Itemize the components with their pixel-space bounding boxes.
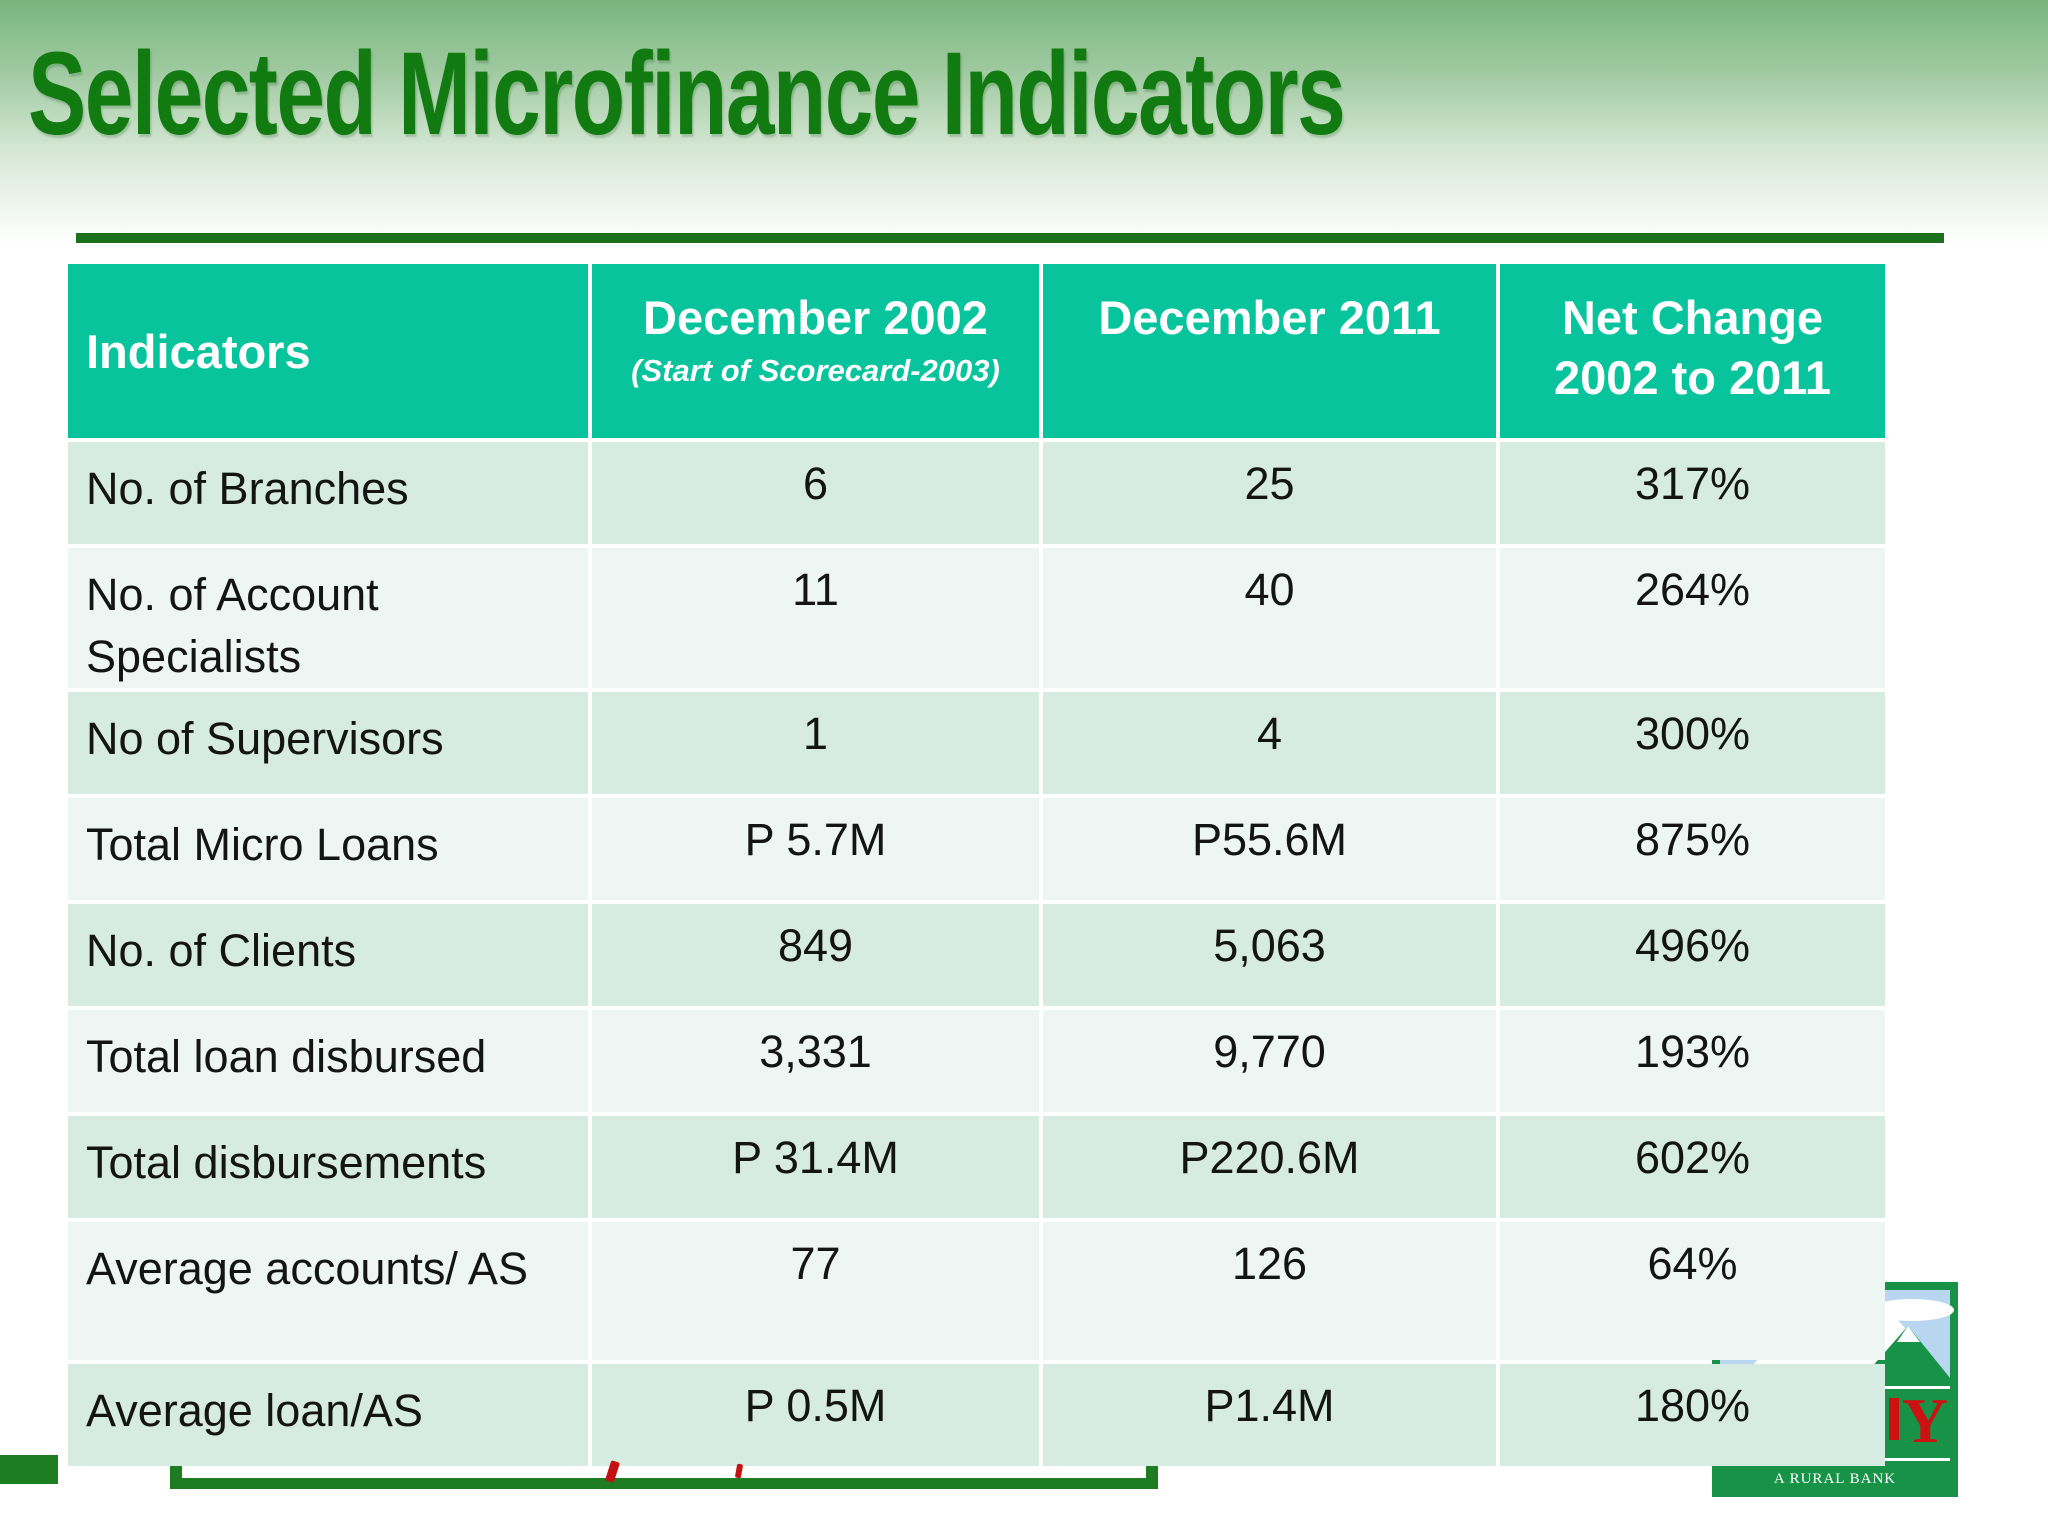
logo-red-letter: Y	[1902, 1385, 1948, 1456]
table-row: Total loan disbursed 3,331 9,770 193%	[68, 1010, 1885, 1113]
dec2002-cell: P 0.5M	[592, 1364, 1039, 1467]
dec2011-cell: 4	[1043, 692, 1496, 795]
header-december-2002-line2: (Start of Scorecard-2003)	[631, 353, 1000, 389]
table-row: No of Supervisors 1 4 300%	[68, 692, 1885, 795]
dec2011-cell: 126	[1043, 1222, 1496, 1361]
dec2002-cell: 3,331	[592, 1010, 1039, 1113]
header-net-change-line2: 2002 to 2011	[1554, 351, 1831, 405]
indicator-cell: Total Micro Loans	[68, 798, 588, 901]
netchange-cell: 875%	[1500, 798, 1885, 901]
indicator-cell: No of Supervisors	[68, 692, 588, 795]
netchange-cell: 264%	[1500, 548, 1885, 689]
page-title: Selected Microfinance Indicators	[28, 28, 1346, 160]
table-row: Average loan/AS P 0.5M P1.4M 180%	[68, 1364, 1885, 1467]
title-gradient-band	[0, 0, 2048, 252]
indicator-cell: Total disbursements	[68, 1116, 588, 1219]
table-row: Average accounts/ AS 77 126 64%	[68, 1222, 1885, 1361]
dec2002-cell: 6	[592, 442, 1039, 544]
table-row: No. of Clients 849 5,063 496%	[68, 904, 1885, 1007]
dec2002-cell: 1	[592, 692, 1039, 795]
header-net-change: Net Change 2002 to 2011	[1500, 264, 1885, 438]
table-row: Total Micro Loans P 5.7M P55.6M 875%	[68, 798, 1885, 901]
netchange-cell: 64%	[1500, 1222, 1885, 1361]
dec2002-cell: 77	[592, 1222, 1039, 1361]
netchange-cell: 180%	[1500, 1364, 1885, 1467]
dec2011-cell: P220.6M	[1043, 1116, 1496, 1219]
dec2011-cell: 9,770	[1043, 1010, 1496, 1113]
logo-caption: A RURAL BANK	[1774, 1471, 1896, 1487]
indicators-table: Indicators December 2002 (Start of Score…	[64, 260, 1889, 1470]
netchange-cell: 193%	[1500, 1010, 1885, 1113]
indicator-cell: Average accounts/ AS	[68, 1222, 588, 1361]
header-december-2002: December 2002 (Start of Scorecard-2003)	[592, 264, 1039, 438]
red-text-fragment	[734, 1463, 744, 1479]
table-header-row: Indicators December 2002 (Start of Score…	[68, 264, 1885, 438]
dec2011-cell: 5,063	[1043, 904, 1496, 1007]
indicator-cell: No. of Account Specialists	[68, 548, 588, 689]
header-indicators: Indicators	[68, 264, 588, 438]
logo-partial-letter	[1889, 1398, 1899, 1440]
indicator-cell: Average loan/AS	[68, 1364, 588, 1467]
header-december-2011: December 2011	[1043, 264, 1496, 438]
header-net-change-line1: Net Change	[1561, 291, 1824, 344]
indicator-cell: No. of Clients	[68, 904, 588, 1007]
dec2011-cell: 40	[1043, 548, 1496, 689]
table-row: No. of Branches 6 25 317%	[68, 442, 1885, 544]
netchange-cell: 317%	[1500, 442, 1885, 544]
snow-cap-graphic	[1897, 1326, 1920, 1342]
netchange-cell: 602%	[1500, 1116, 1885, 1219]
title-underline-rule	[76, 233, 1944, 243]
indicator-cell: No. of Branches	[68, 442, 588, 544]
dec2011-cell: P1.4M	[1043, 1364, 1496, 1467]
bottom-frame-rule	[170, 1478, 1158, 1489]
header-december-2002-line1: December 2002	[643, 291, 988, 344]
table-row: Total disbursements P 31.4M P220.6M 602%	[68, 1116, 1885, 1219]
dec2011-cell: P55.6M	[1043, 798, 1496, 901]
netchange-cell: 496%	[1500, 904, 1885, 1007]
dec2011-cell: 25	[1043, 442, 1496, 544]
netchange-cell: 300%	[1500, 692, 1885, 795]
table-row: No. of Account Specialists 11 40 264%	[68, 548, 1885, 689]
bottom-left-green-bar	[0, 1455, 58, 1484]
dec2002-cell: 849	[592, 904, 1039, 1007]
dec2002-cell: P 31.4M	[592, 1116, 1039, 1219]
indicator-cell: Total loan disbursed	[68, 1010, 588, 1113]
dec2002-cell: P 5.7M	[592, 798, 1039, 901]
dec2002-cell: 11	[592, 548, 1039, 689]
